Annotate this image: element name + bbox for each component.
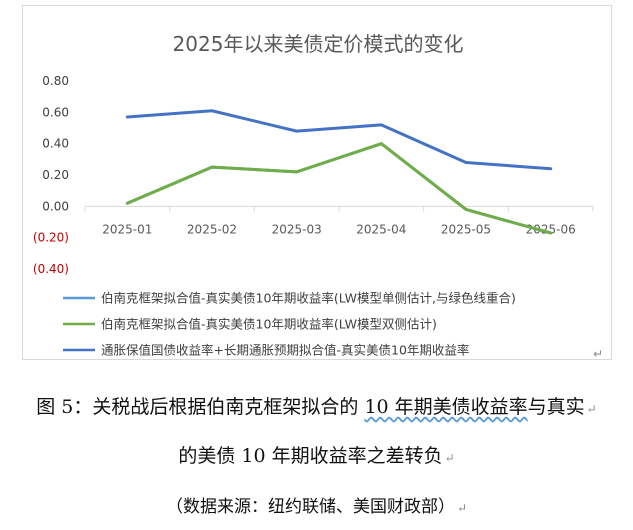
y-tick-label: 0.00 xyxy=(42,199,69,213)
x-tick-label: 2025-02 xyxy=(187,222,237,236)
paragraph-mark-icon: ↵ xyxy=(456,501,468,515)
legend-label-1: 伯南克框架拟合值-真实美债10年期收益率(LW模型单侧估计,与绿色线重合) xyxy=(101,291,516,306)
y-tick-label: 0.80 xyxy=(42,74,69,88)
series-line-3 xyxy=(125,109,553,171)
y-tick-label: 0.20 xyxy=(42,168,69,182)
figure-source-line: （数据来源：纽约联储、美国财政部） ↵ xyxy=(0,492,633,517)
chart-container: 2025年以来美债定价模式的变化 0.80 0.60 0.40 0.20 0.00 (0.2… xyxy=(22,5,612,361)
y-tick-label: 0.60 xyxy=(42,105,69,119)
x-tick-label: 2025-04 xyxy=(356,222,406,236)
caption-source-text: （数据来源：纽约联储、美国财政部） xyxy=(165,497,455,517)
x-tick-label: 2025-05 xyxy=(441,222,491,236)
figure-caption-line-2: 的美债 10 年期收益率之差转负 ↵ xyxy=(0,441,633,468)
paragraph-mark-icon: ↵ xyxy=(444,451,455,465)
paragraph-mark-icon: ↵ xyxy=(593,347,603,361)
figure-caption-line-1: 图 5：关税战后根据伯南克框架拟合的 10 年期美债收益率与真实 ↵ xyxy=(0,392,633,419)
caption-line-2-text: 的美债 10 年期收益率之差转负 xyxy=(178,445,443,467)
y-tick-label: 0.40 xyxy=(42,137,69,151)
series-line-2 xyxy=(125,142,553,235)
line-chart: 2025年以来美债定价模式的变化 0.80 0.60 0.40 0.20 0.00 (0.2… xyxy=(33,32,603,361)
x-tick-label: 2025-01 xyxy=(102,222,152,236)
caption-line-1-suffix: 与真实 xyxy=(527,396,585,418)
caption-line-1-underlined: 10 年期美债收益率 xyxy=(364,396,528,418)
y-tick-label: (0.20) xyxy=(33,231,69,245)
caption-line-1-prefix: 图 5：关税战后根据伯南克框架拟合的 xyxy=(36,396,365,418)
legend-label-3: 通胀保值国债收益率+长期通胀预期拟合值-真实美债10年期收益率 xyxy=(101,343,469,358)
y-tick-label: (0.40) xyxy=(33,262,69,276)
legend-label-2: 伯南克框架拟合值-真实美债10年期收益率(LW模型双侧估计) xyxy=(101,317,437,332)
x-tick-label: 2025-06 xyxy=(526,222,576,236)
x-tick-label: 2025-03 xyxy=(272,222,322,236)
paragraph-mark-icon: ↵ xyxy=(586,402,597,416)
chart-title: 2025年以来美债定价模式的变化 xyxy=(173,32,464,56)
